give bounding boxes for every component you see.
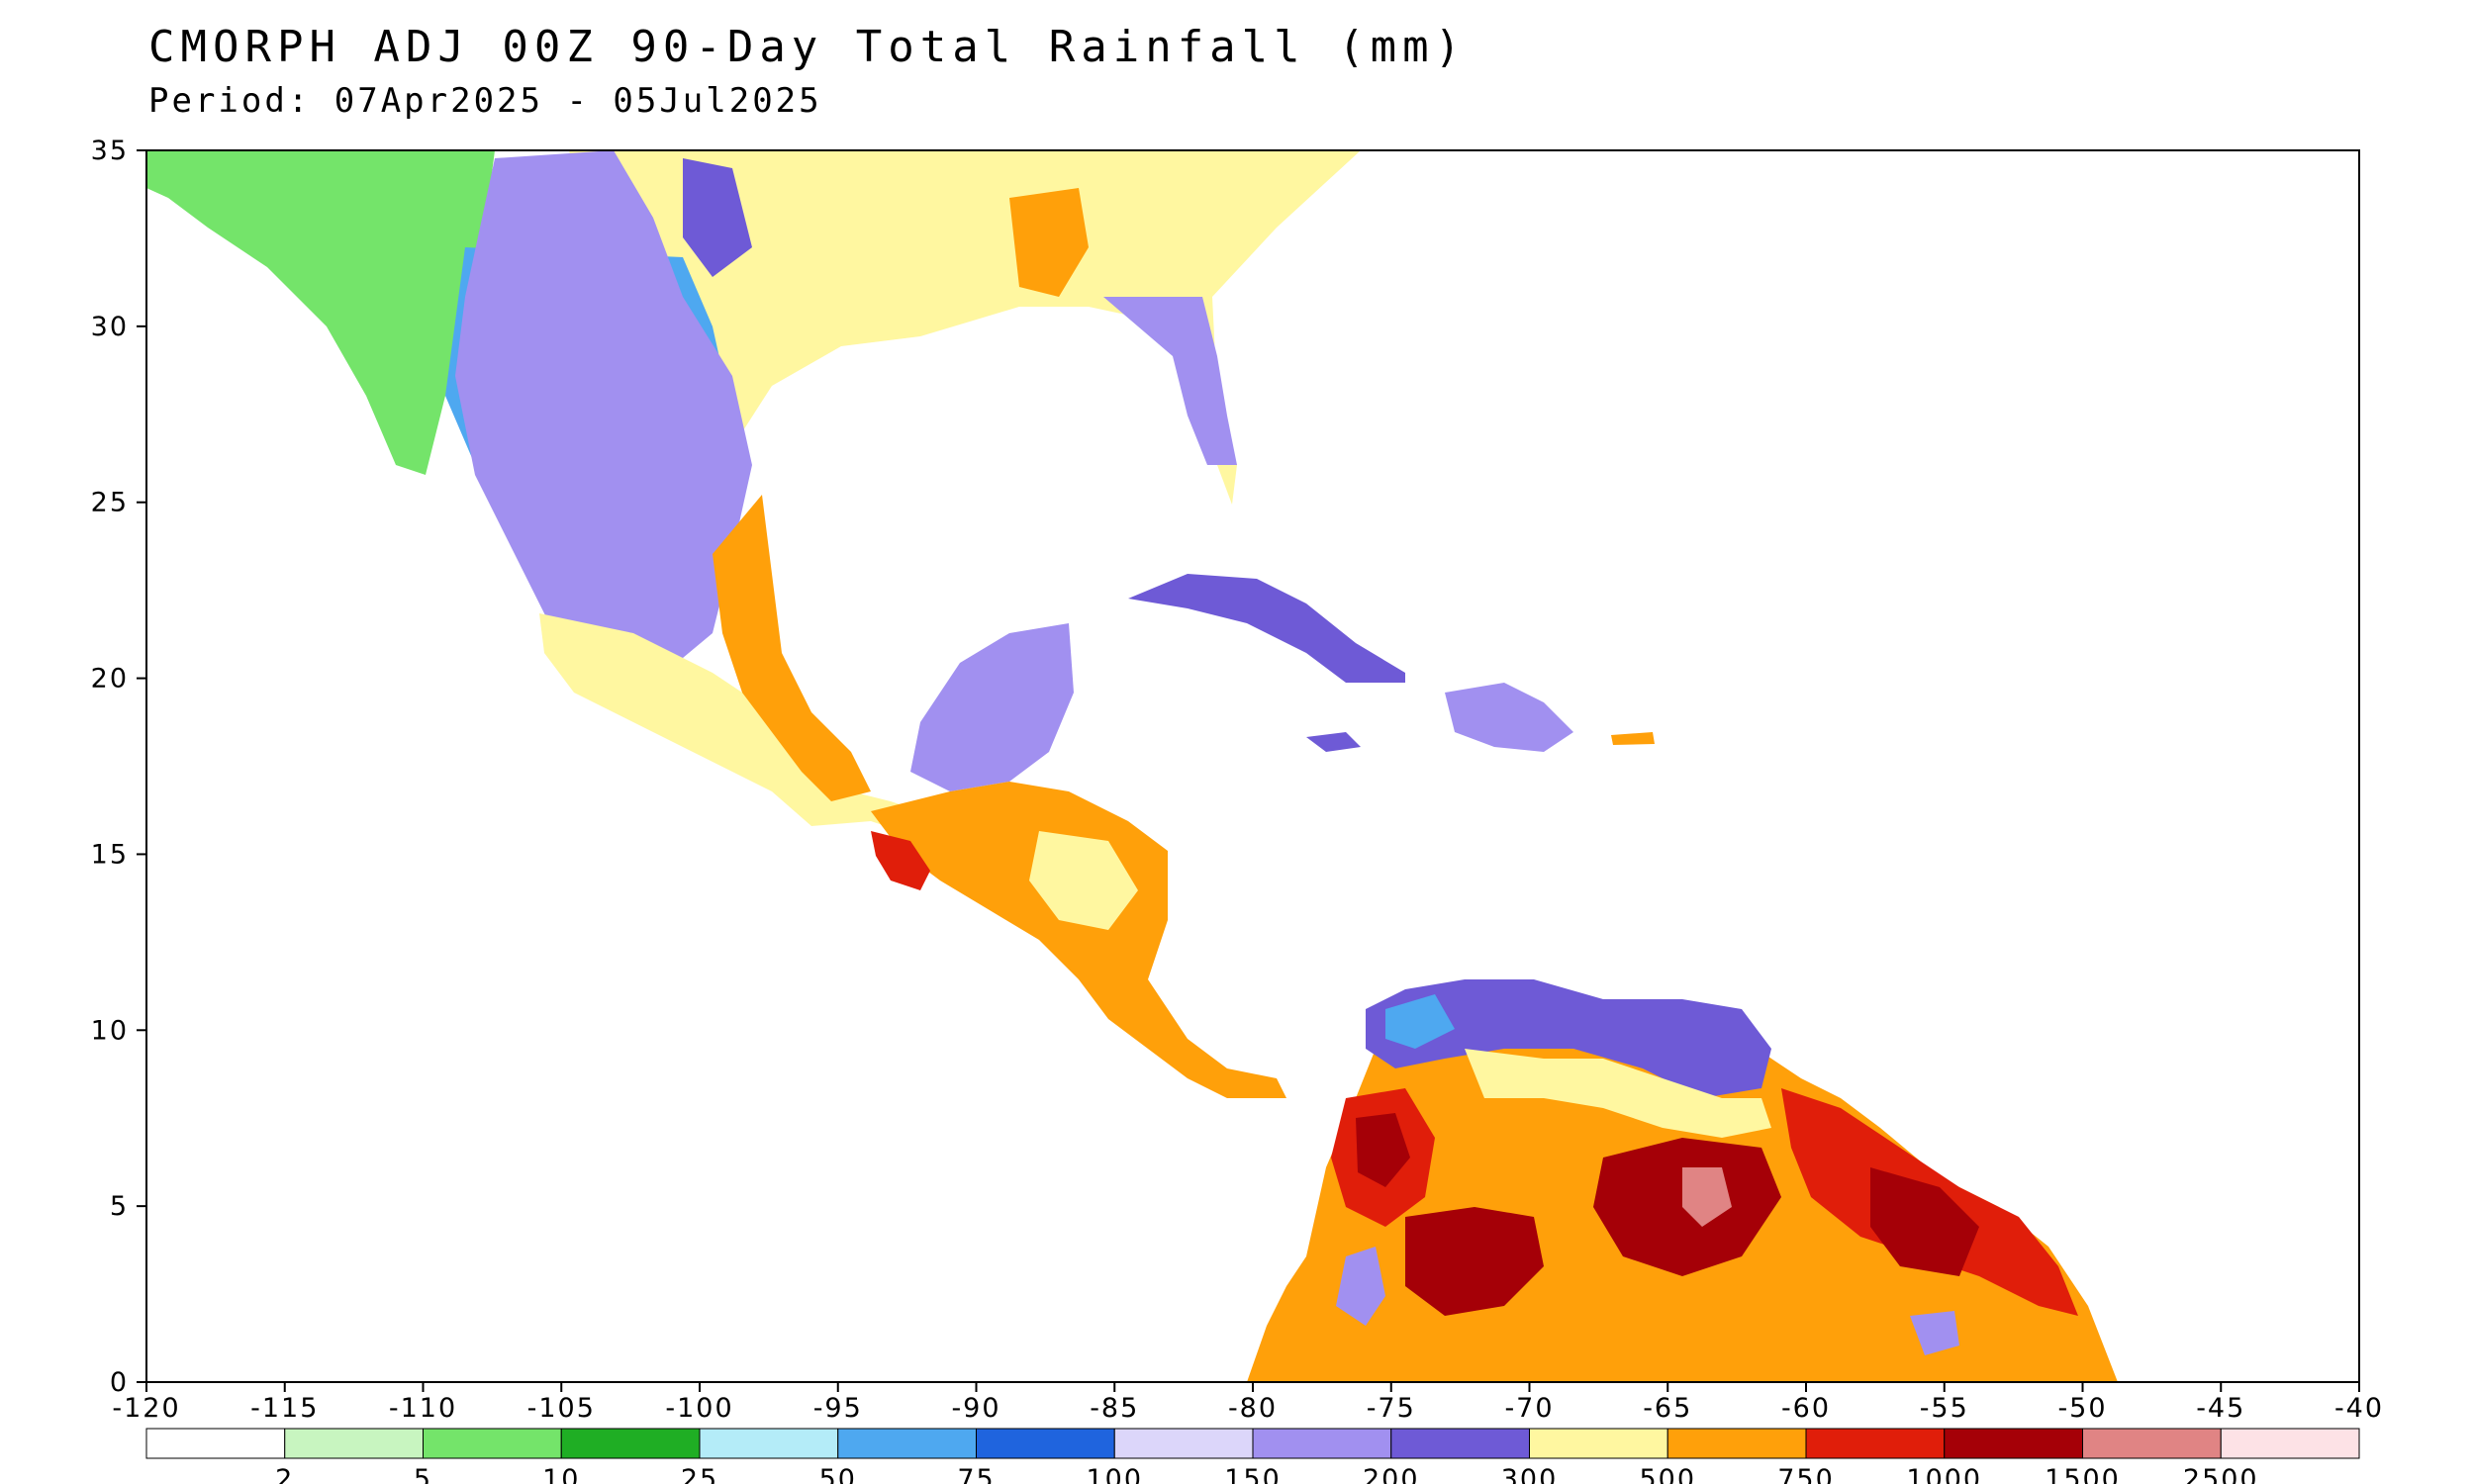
colorbar-label: 200 xyxy=(1363,1464,1420,1484)
colorbar-label: 1000 xyxy=(1906,1464,1982,1484)
lon-tick-label: -55 xyxy=(1920,1393,1969,1424)
rain-region-brazil-purple xyxy=(1910,1311,1959,1355)
period-label: Period: 07Apr2025 - 05Jul2025 xyxy=(148,81,822,121)
colorbar-label: 5 xyxy=(414,1464,432,1484)
colorbar-swatch xyxy=(837,1428,977,1459)
rain-region-us-south xyxy=(569,150,1361,514)
rain-region-sa-north-purple xyxy=(1366,979,1771,1098)
colorbar-label: 10 xyxy=(542,1464,580,1484)
lon-tick-label: -100 xyxy=(665,1393,733,1424)
colorbar-swatch xyxy=(1390,1428,1530,1459)
colorbar-label: 50 xyxy=(819,1464,857,1484)
rain-region-amapa-darkred xyxy=(1870,1167,1979,1276)
rain-region-cuba xyxy=(1128,574,1405,683)
rain-region-nw-mexico-green xyxy=(146,150,495,475)
lat-tick-label: 10 xyxy=(91,1015,129,1046)
rain-region-venezuela-yellow xyxy=(1465,1049,1771,1138)
rain-region-amazon-darkred-west xyxy=(1405,1207,1544,1316)
lat-tick-label: 0 xyxy=(110,1367,129,1398)
rainfall-field xyxy=(146,150,2118,1382)
colorbar-label: 100 xyxy=(1086,1464,1143,1484)
rain-region-central-america xyxy=(871,782,1286,1098)
rain-region-florida xyxy=(1103,297,1237,465)
colorbar-label: 75 xyxy=(957,1464,995,1484)
colorbar-label: 500 xyxy=(1639,1464,1696,1484)
lon-tick-label: -105 xyxy=(527,1393,596,1424)
colorbar-swatch xyxy=(2220,1428,2360,1459)
lon-tick-label: -70 xyxy=(1504,1393,1554,1424)
rain-region-mexico-south xyxy=(539,613,950,841)
colorbar-swatch xyxy=(1805,1428,1946,1459)
colorbar-swatch xyxy=(423,1428,562,1459)
lon-tick-label: -50 xyxy=(2057,1393,2107,1424)
colorbar-swatch xyxy=(2082,1428,2222,1459)
lon-tick-label: -90 xyxy=(951,1393,1000,1424)
rain-region-honduras-yellow xyxy=(1029,831,1138,930)
lon-tick-label: -45 xyxy=(2196,1393,2245,1424)
lon-tick-label: -85 xyxy=(1090,1393,1139,1424)
lon-tick-label: -80 xyxy=(1228,1393,1278,1424)
rain-region-us-purple xyxy=(683,158,752,277)
lon-tick-label: -95 xyxy=(813,1393,863,1424)
colorbar-label: 2 xyxy=(275,1464,294,1484)
colorbar-label: 2500 xyxy=(2183,1464,2259,1484)
rain-region-jamaica xyxy=(1306,732,1361,752)
rain-region-gulf-coast-orange xyxy=(713,495,871,801)
lat-tick-label: 25 xyxy=(91,488,129,518)
rain-region-mexico-lavender xyxy=(455,150,752,693)
map-title: CMORPH ADJ 00Z 90-Day Total Rainfall (mm… xyxy=(148,22,1468,72)
colorbar-label: 750 xyxy=(1777,1464,1835,1484)
colorbar-swatch xyxy=(1113,1428,1254,1459)
colorbar-swatch xyxy=(699,1428,839,1459)
colorbar-swatch xyxy=(1529,1428,1668,1459)
colorbar-swatch xyxy=(284,1428,424,1459)
lon-tick-label: -75 xyxy=(1367,1393,1416,1424)
rain-region-hispaniola xyxy=(1445,683,1573,752)
rain-region-yucatan xyxy=(910,623,1074,791)
colorbar-swatch xyxy=(145,1428,286,1459)
colorbar-label: 1500 xyxy=(2045,1464,2121,1484)
plot-frame xyxy=(145,149,2360,1383)
lat-tick-label: 15 xyxy=(91,839,129,870)
colorbar: 2 5 10 25 50 75 100 150 200 300 500 750 1000 1500 2500 xyxy=(145,1428,2360,1484)
lat-tick-label: 5 xyxy=(110,1191,129,1222)
colorbar-label: 25 xyxy=(681,1464,718,1484)
lon-tick-label: -40 xyxy=(2334,1393,2384,1424)
rain-region-colombia-darkred xyxy=(1356,1113,1410,1187)
lon-tick-label: -120 xyxy=(112,1393,180,1424)
lon-tick-label: -65 xyxy=(1643,1393,1692,1424)
lat-tick-label: 20 xyxy=(91,664,129,695)
lat-tick-label: 35 xyxy=(91,136,129,166)
rain-region-guiana-pink xyxy=(1682,1167,1732,1227)
colorbar-swatch xyxy=(1944,1428,2083,1459)
lon-tick-label: -60 xyxy=(1781,1393,1831,1424)
colorbar-swatch xyxy=(1666,1428,1807,1459)
lon-tick-label: -110 xyxy=(389,1393,457,1424)
colorbar-swatch xyxy=(560,1428,701,1459)
colorbar-label: 300 xyxy=(1501,1464,1559,1484)
rain-region-guatemala-red xyxy=(871,831,930,890)
colorbar-swatch xyxy=(976,1428,1115,1459)
colorbar-label: 150 xyxy=(1224,1464,1282,1484)
rain-region-puerto-rico xyxy=(1611,732,1655,745)
axis-ticks: -120 -115 -110 -105 -100 -95 -90 -85 -80 -75 -70 -6… xyxy=(91,136,2384,1424)
colorbar-swatch xyxy=(1252,1428,1392,1459)
rain-region-us-orange xyxy=(1009,188,1089,297)
rain-region-sa-north-blue xyxy=(1385,994,1455,1049)
rain-region-ecuador-lavender xyxy=(1336,1247,1385,1326)
lon-tick-label: -115 xyxy=(250,1393,319,1424)
lat-tick-label: 30 xyxy=(91,312,129,342)
